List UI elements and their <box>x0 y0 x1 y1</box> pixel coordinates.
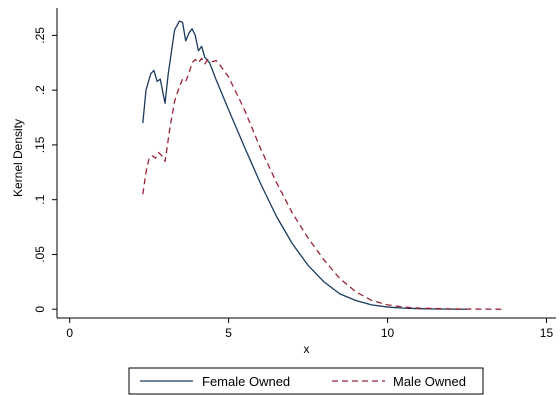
y-tick-label: .1 <box>33 194 47 204</box>
series-lines <box>142 20 502 310</box>
x-tick-label: 15 <box>540 326 554 340</box>
y-ticks: 0 .05 .1 .15 .2 .25 <box>33 27 57 313</box>
y-tick-label: .25 <box>33 27 47 44</box>
series-line-female-owned <box>142 20 468 310</box>
y-tick-label: .05 <box>33 246 47 263</box>
x-ticks: 0 5 10 15 <box>66 318 553 340</box>
y-tick-label: 0 <box>33 306 47 313</box>
y-tick-label: .2 <box>33 85 47 95</box>
legend-label-male-owned: Male Owned <box>393 374 466 389</box>
y-tick-label: .15 <box>33 136 47 153</box>
y-axis-label: Kernel Density <box>11 119 25 197</box>
x-axis-label: x <box>304 342 310 356</box>
x-tick-label: 0 <box>66 326 73 340</box>
series-line-male-owned <box>142 57 502 310</box>
legend-label-female-owned: Female Owned <box>202 374 290 389</box>
legend: Female Owned Male Owned <box>128 367 484 395</box>
x-tick-label: 5 <box>225 326 232 340</box>
x-tick-label: 10 <box>381 326 395 340</box>
axes <box>56 8 556 319</box>
